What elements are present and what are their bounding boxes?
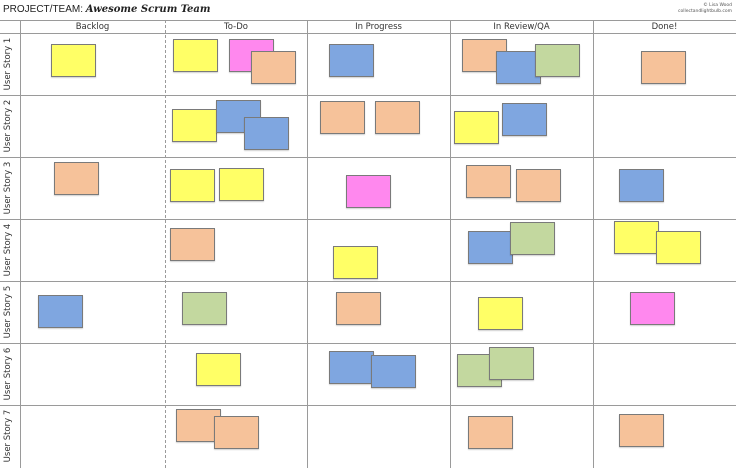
row-label-user-story-3: User Story 3 (3, 161, 13, 215)
header-top-line (0, 20, 736, 21)
column-header-backlog: Backlog (75, 22, 110, 32)
credit-line-2: collectandlightbulb.com (677, 9, 732, 14)
sticky-note-yellow[interactable] (333, 246, 378, 279)
sticky-note-green[interactable] (535, 44, 580, 77)
column-divider (450, 20, 451, 468)
sticky-note-blue[interactable] (619, 169, 664, 202)
column-divider (165, 20, 166, 468)
sticky-note-blue[interactable] (329, 351, 374, 384)
sticky-note-yellow[interactable] (172, 109, 217, 142)
sticky-note-pink[interactable] (630, 292, 675, 325)
sticky-note-blue[interactable] (502, 103, 547, 136)
sticky-note-orange[interactable] (336, 292, 381, 325)
column-header-todo: To-Do (224, 22, 248, 32)
column-divider (20, 20, 21, 468)
sticky-note-green[interactable] (182, 292, 227, 325)
column-header-in-progress: In Progress (355, 22, 402, 32)
sticky-note-pink[interactable] (346, 175, 391, 208)
sticky-note-yellow[interactable] (173, 39, 218, 72)
row-divider (0, 405, 736, 406)
column-header-in-review: In Review/QA (493, 22, 550, 32)
credit-line-1: © Lisa Wood (703, 3, 732, 8)
sticky-note-blue[interactable] (244, 117, 289, 150)
sticky-note-yellow[interactable] (656, 231, 701, 264)
project-team-label: PROJECT/TEAM: (3, 4, 84, 15)
sticky-note-blue[interactable] (468, 231, 513, 264)
sticky-note-orange[interactable] (320, 101, 365, 134)
sticky-note-orange[interactable] (619, 414, 664, 447)
row-divider (0, 219, 736, 220)
sticky-note-orange[interactable] (170, 228, 215, 261)
row-label-user-story-2: User Story 2 (3, 99, 13, 153)
credit-text: © Lisa Wood collectandlightbulb.com (678, 3, 732, 15)
sticky-note-blue[interactable] (329, 44, 374, 77)
sticky-note-green[interactable] (489, 347, 534, 380)
sticky-note-orange[interactable] (375, 101, 420, 134)
sticky-note-orange[interactable] (516, 169, 561, 202)
sticky-note-yellow[interactable] (614, 221, 659, 254)
row-label-user-story-4: User Story 4 (3, 223, 13, 277)
sticky-note-yellow[interactable] (196, 353, 241, 386)
row-divider (0, 157, 736, 158)
sticky-note-blue[interactable] (371, 355, 416, 388)
row-divider (0, 95, 736, 96)
row-divider (0, 343, 736, 344)
row-divider (0, 33, 736, 34)
sticky-note-green[interactable] (510, 222, 555, 255)
row-label-user-story-6: User Story 6 (3, 347, 13, 401)
row-label-user-story-1: User Story 1 (3, 37, 13, 91)
team-name: Awesome Scrum Team (85, 4, 211, 15)
sticky-note-yellow[interactable] (170, 169, 215, 202)
sticky-note-blue[interactable] (496, 51, 541, 84)
column-divider (593, 20, 594, 468)
sticky-note-yellow[interactable] (454, 111, 499, 144)
row-label-user-story-5: User Story 5 (3, 285, 13, 339)
column-header-done: Done! (651, 22, 678, 32)
row-label-user-story-7: User Story 7 (3, 409, 13, 463)
sticky-note-yellow[interactable] (219, 168, 264, 201)
sticky-note-yellow[interactable] (478, 297, 523, 330)
board-title: PROJECT/TEAM: Awesome Scrum Team (3, 4, 210, 15)
row-divider (0, 281, 736, 282)
sticky-note-yellow[interactable] (51, 44, 96, 77)
sticky-note-orange[interactable] (468, 416, 513, 449)
sticky-note-orange[interactable] (54, 162, 99, 195)
sticky-note-orange[interactable] (176, 409, 221, 442)
sticky-note-orange[interactable] (251, 51, 296, 84)
sticky-note-blue[interactable] (38, 295, 83, 328)
sticky-note-orange[interactable] (214, 416, 259, 449)
column-divider (307, 20, 308, 468)
sticky-note-orange[interactable] (641, 51, 686, 84)
sticky-note-orange[interactable] (466, 165, 511, 198)
